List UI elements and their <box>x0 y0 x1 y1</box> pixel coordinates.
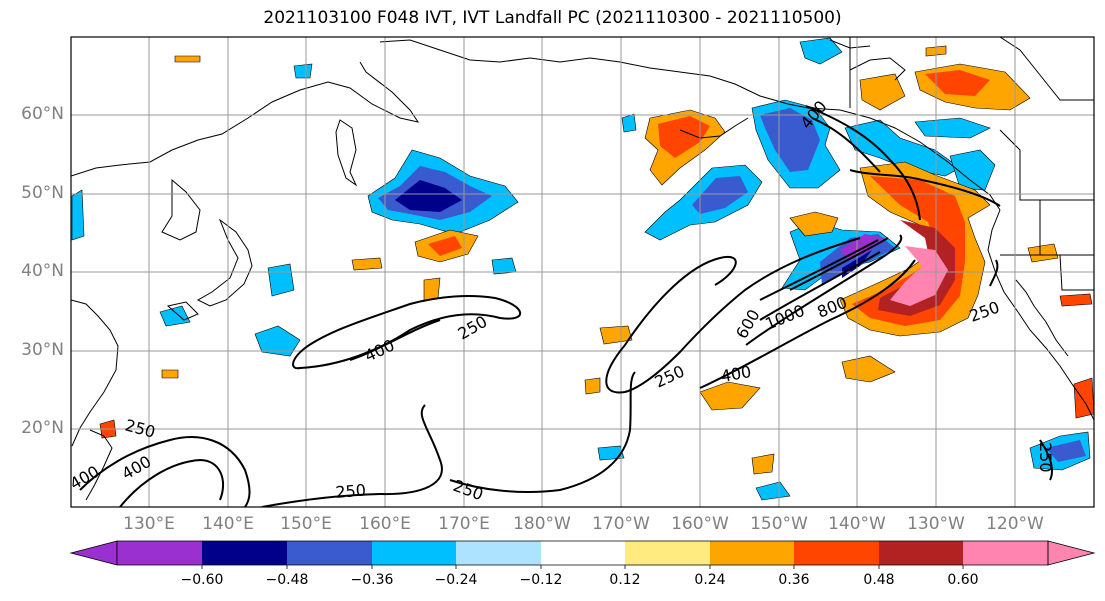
lon-label: 120°W <box>986 514 1044 534</box>
colorbar-tick-label: −0.48 <box>265 572 309 588</box>
colorbar-low-extension <box>69 540 118 566</box>
colorbar-swatch <box>625 541 710 565</box>
colorbar-tick-label: 0.36 <box>778 572 810 588</box>
lat-label: 60°N <box>21 104 64 124</box>
coastlines <box>71 39 1094 501</box>
colorbar-high-extension <box>1047 540 1096 566</box>
contour-label: 400 <box>719 362 752 386</box>
lat-label: 30°N <box>21 340 64 360</box>
colorbar-tick-label: 0.24 <box>694 572 726 588</box>
colorbar-swatch <box>117 541 202 565</box>
colorbar-swatch <box>710 541 794 565</box>
colorbar-tick-label: −0.24 <box>434 572 478 588</box>
lon-label: 140°E <box>202 514 254 534</box>
colorbar-ticks <box>201 565 964 569</box>
contour-label: 250 <box>335 480 367 502</box>
colorbar-tick-label: 0.12 <box>609 572 641 588</box>
map-frame <box>70 36 1095 508</box>
contour-label: 400 <box>67 462 103 494</box>
colorbar-swatch <box>541 541 625 565</box>
colorbar-swatch <box>456 541 541 565</box>
colorbar-swatch <box>202 541 287 565</box>
colorbar-swatch <box>372 541 456 565</box>
colorbar-tick-label: 0.48 <box>863 572 895 588</box>
lon-label: 160°E <box>359 514 411 534</box>
colorbar-tick-label: 0.60 <box>947 572 979 588</box>
colorbar-tick-label: −0.60 <box>180 572 224 588</box>
gridlines <box>71 37 1094 507</box>
contour-label: 250 <box>123 416 157 442</box>
lat-label: 20°N <box>21 418 64 438</box>
lon-label: 150°W <box>750 514 808 534</box>
borders <box>849 37 1094 291</box>
map-panel: 250 400 250 400 250 600 1000 800 400 250… <box>67 37 1094 507</box>
colorbar-swatch <box>963 541 1048 565</box>
contour-label: 250 <box>455 312 491 344</box>
map-title: 2021103100 F048 IVT, IVT Landfall PC (20… <box>263 8 842 28</box>
contour-label: 250 <box>451 476 486 504</box>
colorbar-swatch <box>287 541 372 565</box>
contour-label: 250 <box>1036 442 1055 473</box>
lon-label: 130°E <box>123 514 175 534</box>
lat-label: 40°N <box>21 261 64 281</box>
lon-label: 160°W <box>671 514 729 534</box>
colorbar-outline <box>116 540 1049 566</box>
lon-label: 180°W <box>513 514 571 534</box>
lon-label: 170°W <box>592 514 650 534</box>
colorbar <box>69 540 1096 569</box>
lon-label: 140°W <box>828 514 886 534</box>
ivt-contours <box>79 105 1053 507</box>
lat-label: 50°N <box>21 183 64 203</box>
lon-label: 130°W <box>907 514 965 534</box>
colorbar-swatch <box>879 541 963 565</box>
colorbar-tick-label: −0.36 <box>350 572 394 588</box>
colorbar-swatch <box>794 541 879 565</box>
positive-anomaly-patches <box>99 45 1094 475</box>
colorbar-tick-label: −0.12 <box>519 572 563 588</box>
lon-label: 170°E <box>438 514 490 534</box>
contour-label: 250 <box>652 361 688 391</box>
lon-label: 150°E <box>280 514 332 534</box>
